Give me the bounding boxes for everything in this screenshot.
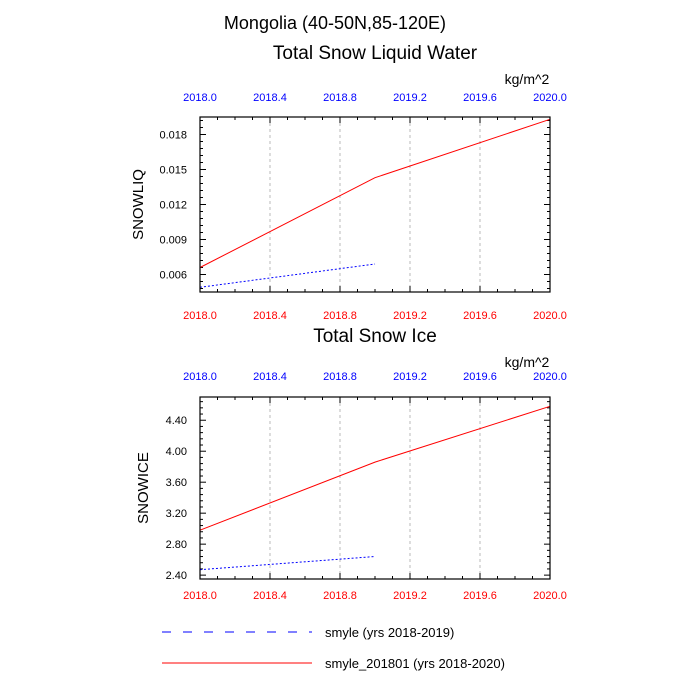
legend: smyle (yrs 2018-2019) smyle_201801 (yrs 2… [162, 625, 505, 671]
x-tick-label-bottom: 2019.2 [393, 310, 427, 322]
x-tick-label-bottom: 2019.6 [463, 590, 497, 602]
y-tick-label: 4.00 [166, 446, 187, 458]
plot-frame [199, 116, 551, 293]
x-tick-label-bottom: 2018.0 [183, 590, 217, 602]
legend-label: smyle (yrs 2018-2019) [325, 625, 454, 640]
y-tick-label: 0.006 [159, 270, 187, 282]
x-tick-label-bottom: 2019.2 [393, 590, 427, 602]
panel-snowice: Total Snow Ice kg/m^2 SNOWICE 2018.0 2018.0 2… [135, 326, 567, 602]
x-tick-label-bottom: 2020.0 [533, 310, 567, 322]
figure-title: Mongolia (40-50N,85-120E) [224, 13, 446, 33]
x-tick-label-bottom: 2018.4 [253, 310, 287, 322]
x-tick-label-top: 2018.0 [183, 92, 217, 104]
x-tick-label-top: 2019.6 [463, 92, 497, 104]
legend-label: smyle_201801 (yrs 2018-2020) [325, 656, 505, 671]
series-line [199, 405, 551, 531]
x-tick-label-bottom: 2019.6 [463, 310, 497, 322]
x-tick-label-bottom: 2020.0 [533, 590, 567, 602]
y-axis-label: SNOWLIQ [130, 169, 147, 240]
y-tick-label: 3.20 [166, 508, 187, 520]
y-axis-label: SNOWICE [135, 452, 152, 524]
x-tick-label-top: 2020.0 [533, 371, 567, 383]
series-line [199, 118, 551, 268]
y-tick-label: 0.015 [159, 165, 187, 177]
plot-frame [199, 396, 551, 580]
units-label: kg/m^2 [505, 354, 550, 370]
chart-title: Total Snow Liquid Water [273, 43, 478, 64]
x-tick-label-bottom: 2018.8 [323, 590, 357, 602]
x-tick-label-top: 2019.6 [463, 371, 497, 383]
panel-snowliq: Total Snow Liquid Water kg/m^2 SNOWLIQ 2018… [130, 43, 567, 322]
x-tick-label-bottom: 2018.4 [253, 590, 287, 602]
y-tick-label: 0.018 [159, 130, 187, 142]
y-tick-label: 0.009 [159, 235, 187, 247]
series-line [199, 263, 376, 288]
y-tick-label: 2.80 [166, 539, 187, 551]
x-tick-label-top: 2019.2 [393, 92, 427, 104]
x-tick-label-top: 2018.8 [323, 92, 357, 104]
units-label: kg/m^2 [505, 71, 550, 87]
x-tick-label-bottom: 2018.8 [323, 310, 357, 322]
x-tick-label-top: 2018.4 [253, 371, 287, 383]
x-tick-label-top: 2019.2 [393, 371, 427, 383]
chart-title: Total Snow Ice [313, 326, 437, 347]
x-tick-label-top: 2020.0 [533, 92, 567, 104]
y-tick-label: 0.012 [159, 200, 187, 212]
series-line [199, 556, 376, 571]
y-tick-label: 4.40 [166, 415, 187, 427]
x-tick-label-top: 2018.4 [253, 92, 287, 104]
y-tick-label: 2.40 [166, 570, 187, 582]
x-tick-label-top: 2018.0 [183, 371, 217, 383]
x-tick-label-bottom: 2018.0 [183, 310, 217, 322]
x-tick-label-top: 2018.8 [323, 371, 357, 383]
y-tick-label: 3.60 [166, 477, 187, 489]
